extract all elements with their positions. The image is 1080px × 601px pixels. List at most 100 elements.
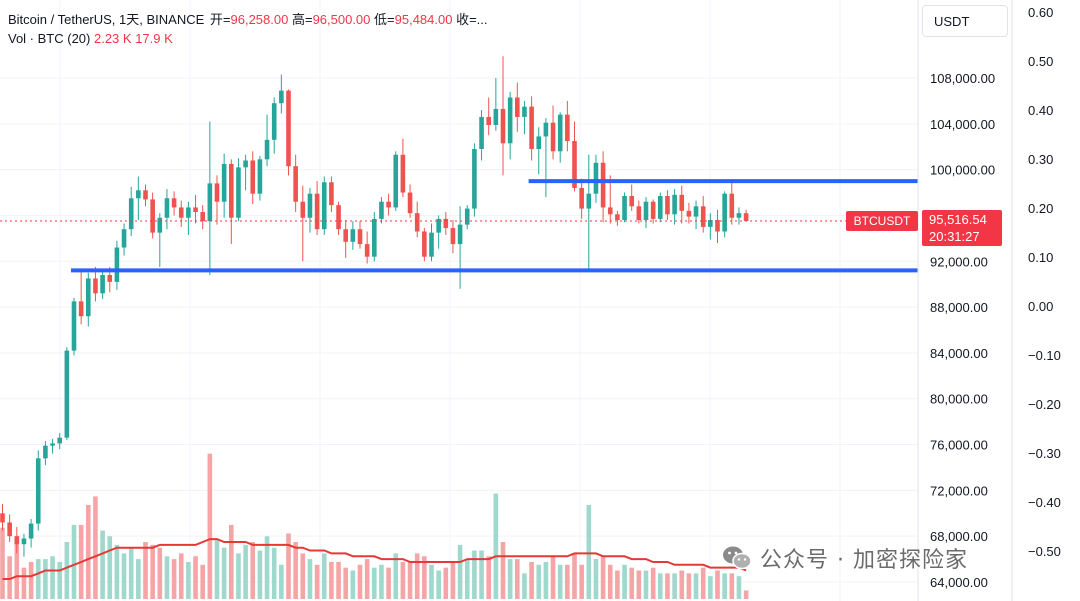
candle-body — [14, 536, 20, 545]
volume-bar — [157, 547, 163, 599]
symbol-name[interactable]: Bitcoin / TetherUS, 1天, BINANCE — [8, 12, 205, 27]
candle-body — [722, 193, 727, 232]
candle-body — [250, 160, 256, 194]
candle-body — [686, 210, 692, 217]
candle — [7, 514, 12, 542]
percent-tick-label: 0.00 — [1028, 299, 1053, 314]
candle-body — [736, 213, 742, 218]
volume-bar — [500, 542, 506, 599]
candle — [650, 199, 656, 224]
candle — [679, 185, 685, 224]
candle-body — [479, 116, 484, 150]
candle — [658, 192, 663, 223]
candle-body — [271, 103, 277, 140]
volume-bar — [93, 496, 98, 599]
candle-body — [293, 166, 298, 202]
candle-body — [493, 108, 499, 125]
volume-bar — [71, 524, 77, 599]
current-price: 95,516.54 — [929, 212, 987, 227]
countdown-timer: 20:31:27 — [929, 229, 980, 244]
candle — [700, 195, 706, 233]
volume-bar — [400, 561, 406, 599]
volume-bar — [314, 564, 320, 599]
candle — [200, 205, 205, 230]
candle — [479, 110, 484, 161]
candle-body — [86, 278, 91, 317]
candle-body — [572, 141, 577, 188]
volume-bar — [271, 547, 277, 599]
percent-axis[interactable]: 0.60 0.50 0.40 0.30 0.20 0.10 0.00 −0.10 −0.20 −0… — [1028, 5, 1061, 559]
candle — [207, 121, 213, 276]
candle — [300, 185, 306, 262]
candle-body — [386, 201, 391, 208]
volume-bar — [650, 567, 656, 599]
volume-bar — [586, 504, 592, 599]
price-tick-label: 100,000.00 — [930, 163, 995, 178]
candle-body — [658, 195, 663, 219]
candle-body — [693, 206, 699, 217]
symbol-legend: Bitcoin / TetherUS, 1天, BINANCE 开=96,258… — [8, 9, 488, 28]
volume-bar — [207, 453, 213, 599]
candle — [186, 201, 191, 235]
volume-label[interactable]: Vol · BTC (20) — [8, 31, 91, 46]
volume-bar — [21, 567, 27, 599]
volume-bar — [143, 542, 148, 599]
volume-bar — [329, 561, 334, 599]
volume-bar — [121, 553, 127, 599]
volume-bar — [600, 556, 606, 599]
price-tick-label: 72,000.00 — [930, 483, 988, 498]
candle — [393, 151, 399, 211]
candle-body — [136, 190, 141, 199]
candle — [28, 519, 34, 548]
candle-body — [43, 445, 48, 459]
percent-tick-label: 0.20 — [1028, 201, 1053, 216]
volume-bar — [693, 573, 699, 599]
price-tick-label: 64,000.00 — [930, 575, 988, 590]
candle — [271, 97, 277, 154]
candle — [379, 197, 384, 224]
volume-bar — [214, 539, 220, 599]
watermark: 公众号 · 加密探险家 — [722, 541, 968, 575]
volume-bar — [743, 590, 749, 599]
current-price-tag: 95,516.54 20:31:27 — [922, 210, 1002, 246]
price-axis[interactable]: 108,000.00104,000.00100,000.0096,000.009… — [930, 71, 995, 590]
currency-selector[interactable]: USDT — [922, 5, 1008, 37]
volume-bar — [493, 493, 499, 599]
candle — [529, 96, 534, 161]
volume-bar — [665, 573, 670, 599]
volume-bar — [171, 559, 177, 599]
support-resistance-lines[interactable] — [71, 179, 918, 273]
volume-bars — [0, 453, 749, 599]
high-value: 96,500.00 — [312, 12, 371, 27]
candle — [729, 182, 735, 225]
candle — [636, 200, 642, 224]
volume-value: 2.23 K — [93, 31, 132, 46]
candle-body — [178, 207, 184, 218]
candle — [321, 176, 327, 235]
volume-ma-line — [2, 538, 747, 580]
candle — [350, 221, 356, 250]
candle-body — [665, 195, 670, 215]
candle-body — [93, 278, 98, 294]
volume-bar — [643, 570, 649, 599]
candle-body — [171, 198, 177, 208]
candle-body — [636, 206, 642, 221]
candle — [336, 201, 341, 235]
volume-bar — [321, 553, 327, 599]
volume-bar — [300, 553, 306, 599]
candle — [586, 154, 592, 271]
price-tick-label: 76,000.00 — [930, 438, 988, 453]
volume-bar — [457, 544, 463, 599]
volume-bar — [64, 542, 70, 599]
candle — [21, 533, 27, 557]
candle-body — [629, 195, 634, 207]
candle — [43, 441, 48, 466]
candle-body — [0, 513, 5, 523]
volume-bar — [672, 573, 677, 599]
candle — [443, 212, 449, 235]
high-label: 高= — [291, 12, 313, 27]
volume-ma-value: 17.9 K — [135, 31, 173, 46]
volume-bar — [414, 553, 420, 599]
candle — [100, 269, 105, 300]
